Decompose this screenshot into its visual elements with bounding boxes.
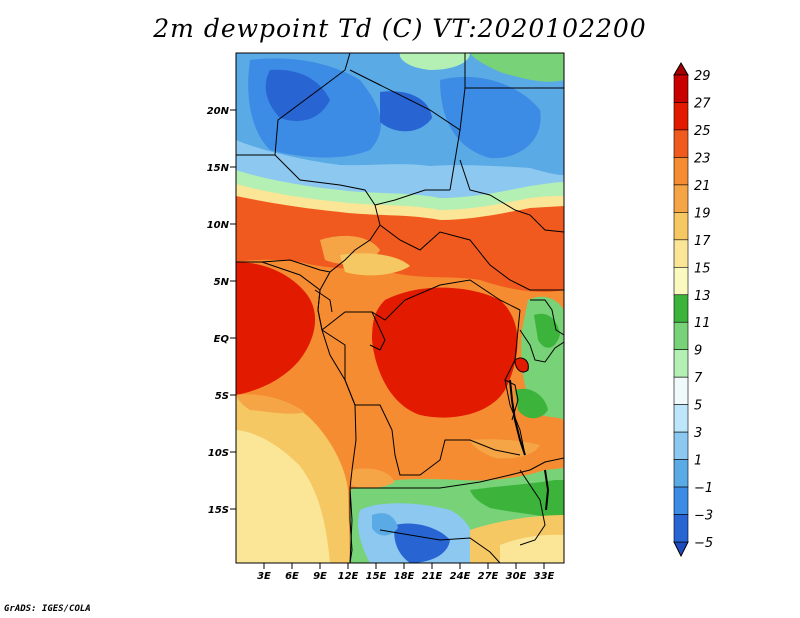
lon-label-3e: 3E bbox=[257, 571, 271, 582]
lon-label-27e: 27E bbox=[478, 571, 499, 582]
colorbar-label: 13 bbox=[694, 289, 711, 304]
lon-label-21e: 21E bbox=[422, 571, 443, 582]
grads-credit: GrADS: IGES/COLA bbox=[4, 604, 91, 614]
colorbar-label: −1 bbox=[694, 481, 713, 496]
lake-victoria bbox=[514, 357, 529, 373]
colorbar-label: 9 bbox=[694, 344, 702, 359]
lat-label-15n: 15N bbox=[207, 163, 230, 174]
colorbar-label: 3 bbox=[694, 426, 702, 441]
lat-label-10n: 10N bbox=[207, 220, 230, 231]
colorbar-top-arrow bbox=[673, 62, 689, 76]
colorbar-cell bbox=[673, 459, 689, 488]
colorbar-cell bbox=[673, 157, 689, 186]
colorbar-cell bbox=[673, 239, 689, 268]
lon-label-15e: 15E bbox=[366, 571, 387, 582]
lon-label-18e: 18E bbox=[394, 571, 415, 582]
lake-tanganyika bbox=[509, 379, 526, 456]
map-frame bbox=[235, 52, 565, 564]
colorbar-label: 17 bbox=[694, 234, 711, 249]
colorbar-cell bbox=[673, 514, 689, 543]
colorbar-cell bbox=[673, 102, 689, 131]
colorbar-cell bbox=[673, 431, 689, 460]
colorbar: 29 27 25 23 21 19 17 15 13 11 9 7 5 3 1 −1 −3 −5 bbox=[673, 62, 713, 558]
lat-label-5s: 5S bbox=[215, 391, 229, 402]
colorbar-label: 23 bbox=[694, 151, 711, 166]
lon-label-30e: 30E bbox=[506, 571, 527, 582]
latitude-axis: 20N 15N 10N 5N EQ 5S 10S 15S bbox=[207, 106, 236, 516]
colorbar-cell bbox=[673, 486, 689, 515]
colorbar-bottom-arrow bbox=[673, 541, 689, 558]
colorbar-label: 19 bbox=[694, 206, 711, 221]
lat-label-eq: EQ bbox=[214, 334, 230, 345]
colorbar-label: 7 bbox=[694, 371, 703, 386]
lat-label-15s: 15S bbox=[208, 505, 229, 516]
colorbar-cell bbox=[673, 184, 689, 213]
colorbar-cell bbox=[673, 376, 689, 405]
lon-label-33e: 33E bbox=[534, 571, 555, 582]
map-title: 2m dewpoint Td (C) VT:2020102200 bbox=[153, 14, 647, 43]
colorbar-cell bbox=[673, 294, 689, 323]
colorbar-cell bbox=[673, 212, 689, 241]
colorbar-cell bbox=[673, 404, 689, 433]
colorbar-label: 15 bbox=[694, 261, 711, 276]
lon-label-9e: 9E bbox=[313, 571, 327, 582]
colorbar-label: 5 bbox=[694, 399, 702, 414]
dewpoint-field bbox=[236, 53, 564, 563]
colorbar-cell bbox=[673, 129, 689, 158]
lon-label-24e: 24E bbox=[450, 571, 471, 582]
colorbar-label: −3 bbox=[694, 509, 713, 524]
colorbar-label: 21 bbox=[694, 179, 711, 194]
lon-label-12e: 12E bbox=[338, 571, 359, 582]
colorbar-label: −5 bbox=[694, 536, 713, 551]
lake-malawi bbox=[544, 469, 550, 511]
colorbar-cell bbox=[673, 321, 689, 351]
lon-label-6e: 6E bbox=[285, 571, 299, 582]
colorbar-label: 29 bbox=[694, 69, 711, 84]
colorbar-cell bbox=[673, 349, 689, 378]
colorbar-label: 27 bbox=[694, 96, 711, 111]
colorbar-label: 1 bbox=[694, 454, 702, 469]
longitude-axis: 3E 6E 9E 12E 15E 18E 21E 24E 27E 30E 33E bbox=[257, 563, 555, 582]
colorbar-cell bbox=[673, 266, 689, 296]
colorbar-label: 25 bbox=[694, 124, 711, 139]
colorbar-cell bbox=[673, 74, 689, 103]
colorbar-label: 11 bbox=[694, 316, 711, 331]
lat-label-20n: 20N bbox=[207, 106, 230, 117]
coastline bbox=[236, 261, 357, 563]
lat-label-10s: 10S bbox=[208, 448, 229, 459]
lat-label-5n: 5N bbox=[214, 277, 230, 288]
